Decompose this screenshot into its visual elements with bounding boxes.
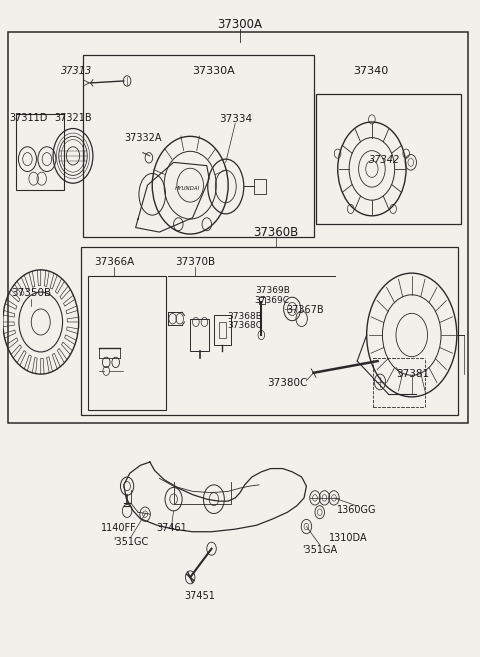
Text: 37313: 37313 <box>60 66 92 76</box>
Text: 37332A: 37332A <box>124 133 161 143</box>
Bar <box>259 297 264 304</box>
Bar <box>214 315 230 345</box>
Text: 37300A: 37300A <box>217 18 263 32</box>
Text: 37311D: 37311D <box>10 113 48 123</box>
Text: 37380C: 37380C <box>267 378 308 388</box>
Text: '351GC: '351GC <box>113 537 148 547</box>
Bar <box>219 322 226 338</box>
Text: HYUNDAI: HYUNDAI <box>175 186 201 191</box>
Text: 37370B: 37370B <box>175 257 215 267</box>
Bar <box>8 32 468 423</box>
Text: 37334: 37334 <box>219 114 252 124</box>
Text: 37366A: 37366A <box>94 257 134 267</box>
Text: 37330A: 37330A <box>192 66 235 76</box>
Text: 37360B: 37360B <box>253 225 298 238</box>
Text: 37368B: 37368B <box>228 311 262 321</box>
Bar <box>254 179 266 194</box>
Text: 37321B: 37321B <box>54 113 92 123</box>
Bar <box>84 55 313 237</box>
Text: 37368C: 37368C <box>227 321 262 330</box>
Bar <box>88 277 167 410</box>
Text: 37369C: 37369C <box>255 296 290 305</box>
Text: 37451: 37451 <box>184 591 215 600</box>
Bar <box>190 319 209 351</box>
Text: 37381: 37381 <box>396 369 430 379</box>
Text: 37350B: 37350B <box>11 288 51 298</box>
Text: 37461: 37461 <box>156 524 187 533</box>
Text: 37342: 37342 <box>369 156 400 166</box>
Text: 37340: 37340 <box>353 66 388 76</box>
Bar <box>316 94 461 224</box>
Text: 1140FF: 1140FF <box>101 524 137 533</box>
Bar <box>15 114 64 191</box>
Text: 1360GG: 1360GG <box>336 505 376 514</box>
Text: 37369B: 37369B <box>255 286 290 295</box>
Bar <box>81 247 458 415</box>
Text: 1310DA: 1310DA <box>329 533 368 543</box>
Text: '351GA: '351GA <box>302 545 337 555</box>
Text: 37367B: 37367B <box>286 306 324 315</box>
